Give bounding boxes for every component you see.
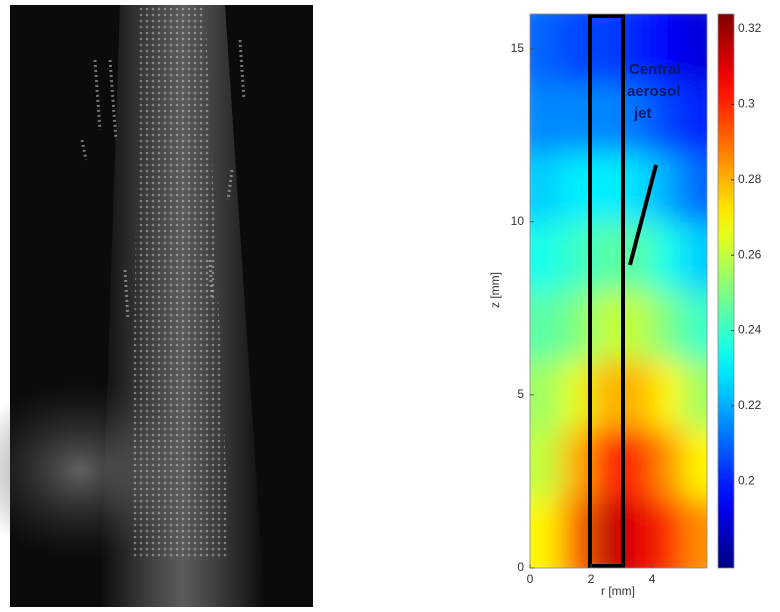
cell — [560, 498, 592, 568]
x-tick-label: 2 — [588, 572, 595, 586]
cell — [682, 14, 707, 84]
cell — [652, 14, 684, 84]
cell — [621, 429, 653, 500]
cell — [591, 360, 623, 430]
jet-box — [588, 14, 625, 568]
cell — [530, 498, 562, 568]
y-tick-label: 10 — [511, 214, 525, 228]
cell — [560, 429, 592, 500]
cell — [591, 152, 623, 223]
colorbar-tick-label: 0.2 — [738, 473, 755, 487]
heatmap — [530, 14, 707, 568]
y-tick-label: 0 — [517, 560, 524, 574]
cell — [652, 429, 684, 500]
cell — [591, 498, 623, 568]
x-tick-label: 0 — [527, 572, 534, 586]
cell — [652, 291, 684, 361]
colorbar-tick-label: 0.32 — [738, 21, 762, 35]
cell — [621, 83, 653, 153]
cell — [682, 291, 707, 361]
cell — [560, 14, 592, 84]
cell — [682, 429, 707, 500]
cell — [560, 221, 592, 292]
photo — [0, 5, 313, 607]
cell — [591, 14, 623, 84]
annotation: Central — [629, 61, 681, 78]
cell — [591, 291, 623, 361]
cell — [560, 152, 592, 223]
cell — [560, 83, 592, 153]
cell — [652, 498, 684, 568]
cell — [682, 152, 707, 223]
colorbar-tick-label: 0.24 — [738, 323, 762, 337]
cell — [530, 429, 562, 500]
arrow — [628, 164, 658, 266]
colorbar-tick-label: 0.3 — [738, 97, 755, 111]
x-axis-label: r [mm] — [601, 584, 635, 598]
cell — [591, 83, 623, 153]
cell — [621, 291, 653, 361]
cell — [652, 221, 684, 292]
cell — [621, 14, 653, 84]
plot-frame — [529, 13, 708, 569]
colorbar-tick-label: 0.22 — [738, 398, 762, 412]
annotation: aerosol — [627, 83, 680, 100]
cell — [682, 498, 707, 568]
cell — [682, 221, 707, 292]
cell — [530, 14, 562, 84]
cell — [530, 221, 562, 292]
cell — [682, 360, 707, 430]
colorbar — [717, 13, 735, 569]
colorbar-tick-label: 0.26 — [738, 247, 762, 261]
x-tick-label: 4 — [649, 572, 656, 586]
cell — [621, 152, 653, 223]
annotation: jet — [633, 105, 652, 122]
cell — [652, 360, 684, 430]
cell — [560, 291, 592, 361]
cell — [591, 221, 623, 292]
cell — [530, 83, 562, 153]
cell — [621, 498, 653, 568]
y-axis-label: z [mm] — [488, 272, 502, 308]
cell — [591, 429, 623, 500]
cell — [530, 360, 562, 430]
cell — [682, 83, 707, 153]
cell — [652, 83, 684, 153]
cell — [530, 291, 562, 361]
cell — [621, 360, 653, 430]
cell — [560, 360, 592, 430]
y-tick-label: 5 — [517, 387, 524, 401]
cell — [652, 152, 684, 223]
y-tick-label: 15 — [511, 41, 525, 55]
cell — [530, 152, 562, 223]
colorbar-tick-label: 0.28 — [738, 172, 762, 186]
